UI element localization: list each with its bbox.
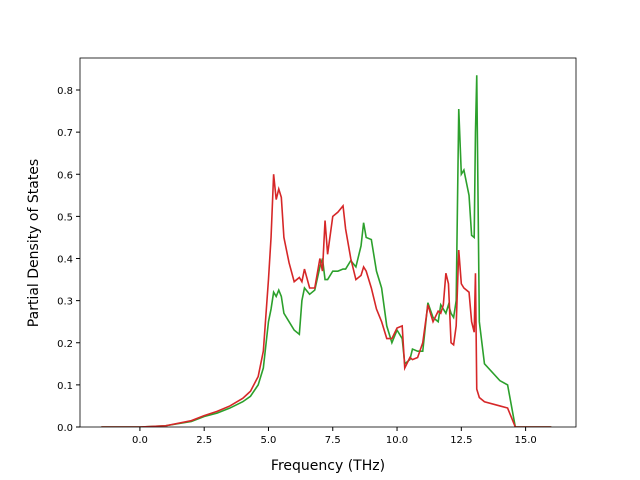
x-tick-label: 10.0 — [386, 435, 408, 446]
x-axis-label: Frequency (THz) — [271, 458, 385, 474]
x-tick-label: 2.5 — [196, 435, 212, 446]
x-tick-label: 12.5 — [450, 435, 472, 446]
x-tick-label: 7.5 — [325, 435, 341, 446]
y-tick-label: 0.3 — [57, 297, 73, 308]
y-axis-label: Partial Density of States — [26, 159, 42, 327]
y-tick-label: 0.2 — [57, 339, 73, 350]
y-tick-label: 0.0 — [57, 423, 73, 434]
x-tick-label: 15.0 — [514, 435, 536, 446]
y-tick-label: 0.1 — [57, 381, 73, 392]
x-tick-label: 0.0 — [132, 435, 148, 446]
plot-frame — [79, 57, 577, 428]
series-line — [101, 174, 552, 427]
x-tick-label: 5.0 — [261, 435, 277, 446]
y-tick-label: 0.6 — [57, 170, 73, 181]
y-tick-label: 0.4 — [57, 255, 73, 266]
y-tick-label: 0.7 — [57, 128, 73, 139]
y-tick-label: 0.8 — [57, 86, 73, 97]
y-tick-label: 0.5 — [57, 212, 73, 223]
series-line — [101, 75, 552, 427]
